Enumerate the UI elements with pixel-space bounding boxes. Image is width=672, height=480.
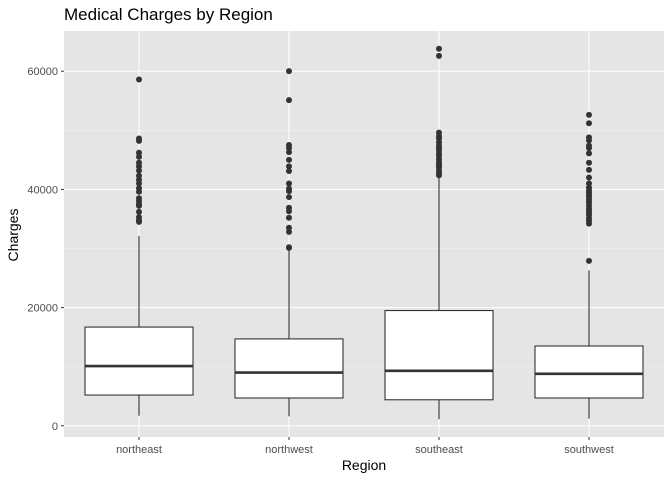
outlier-point bbox=[436, 172, 442, 179]
x-tick-label: southeast bbox=[415, 444, 463, 456]
outlier-point bbox=[136, 137, 142, 144]
outlier-point bbox=[136, 218, 142, 225]
box-southeast bbox=[384, 45, 494, 420]
box-iqr bbox=[84, 326, 194, 396]
outlier-point bbox=[286, 97, 292, 104]
box-northwest bbox=[234, 68, 344, 417]
outlier-point bbox=[136, 202, 142, 209]
outlier-point bbox=[286, 145, 292, 152]
outlier-point bbox=[136, 188, 142, 195]
outlier-point bbox=[586, 166, 592, 173]
x-tick-label: northeast bbox=[116, 444, 162, 456]
box-iqr bbox=[384, 309, 494, 401]
outlier-point bbox=[286, 208, 292, 215]
outlier-point bbox=[286, 224, 292, 231]
outlier-point bbox=[586, 111, 592, 118]
outlier-point bbox=[586, 174, 592, 181]
outlier-point bbox=[286, 214, 292, 221]
outlier-point bbox=[586, 120, 592, 127]
x-tick-label: northwest bbox=[265, 444, 313, 456]
outlier-point bbox=[436, 52, 442, 59]
outlier-point bbox=[436, 45, 442, 52]
outlier-point bbox=[136, 167, 142, 174]
outlier-point bbox=[586, 150, 592, 157]
outlier-point bbox=[136, 163, 142, 170]
x-axis-title: Region bbox=[342, 457, 386, 473]
outlier-point bbox=[286, 156, 292, 163]
chart-title: Medical Charges by Region bbox=[64, 5, 273, 24]
y-axis: 0 20000 40000 60000 bbox=[27, 66, 64, 433]
outlier-point bbox=[286, 194, 292, 201]
outlier-point bbox=[136, 172, 142, 179]
outlier-point bbox=[136, 153, 142, 160]
outlier-point bbox=[286, 168, 292, 175]
outlier-point bbox=[136, 180, 142, 187]
outlier-point bbox=[586, 180, 592, 187]
outlier-point bbox=[286, 244, 292, 251]
outlier-point bbox=[286, 228, 292, 235]
outlier-point bbox=[586, 145, 592, 152]
outlier-point bbox=[136, 149, 142, 156]
y-tick-label: 0 bbox=[52, 421, 58, 433]
outlier-point bbox=[136, 208, 142, 215]
y-tick-label: 40000 bbox=[27, 184, 58, 196]
plot-area bbox=[84, 45, 644, 420]
box-iqr bbox=[234, 338, 344, 399]
y-tick-label: 20000 bbox=[27, 303, 58, 315]
x-tick-label: southwest bbox=[564, 444, 614, 456]
box-iqr bbox=[534, 345, 644, 399]
box-northeast bbox=[84, 76, 194, 416]
outlier-point bbox=[286, 180, 292, 187]
outlier-point bbox=[586, 257, 592, 264]
outlier-point bbox=[136, 76, 142, 83]
outlier-point bbox=[286, 163, 292, 170]
outlier-point bbox=[286, 188, 292, 195]
x-axis: northeast northwest southeast southwest bbox=[116, 437, 614, 456]
y-axis-title: Charges bbox=[5, 209, 21, 262]
outlier-point bbox=[286, 149, 292, 156]
outlier-point bbox=[286, 68, 292, 75]
box-southwest bbox=[534, 111, 644, 419]
outlier-point bbox=[586, 137, 592, 144]
outlier-point bbox=[586, 159, 592, 166]
y-tick-label: 60000 bbox=[27, 66, 58, 78]
outlier-point bbox=[586, 220, 592, 227]
